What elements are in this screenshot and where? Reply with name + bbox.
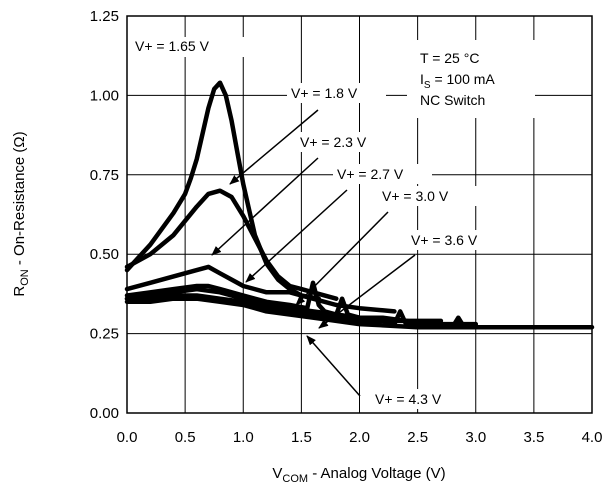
x-tick-label: 0.5	[175, 429, 196, 446]
annotation-bg	[407, 230, 506, 250]
conditions-temperature: T = 25 °C	[420, 50, 479, 66]
series-line-2	[124, 188, 339, 301]
y-tick-label: 0.25	[90, 326, 119, 343]
annotation-label: V+ = 1.65 V	[135, 38, 210, 54]
annotation-arrow	[245, 189, 348, 283]
conditions-box	[407, 40, 535, 118]
x-axis-label: VCOM - Analog Voltage (V)	[272, 465, 445, 485]
series-line-3	[124, 264, 397, 314]
annotation-label: V+ = 4.3 V	[375, 391, 442, 407]
x-tick-label: 3.5	[523, 429, 544, 446]
annotation-label: V+ = 2.3 V	[300, 134, 367, 150]
plot-frame	[126, 15, 593, 414]
annotation-label: V+ = 3.6 V	[411, 232, 478, 248]
conditions-switch: NC Switch	[420, 92, 485, 108]
y-axis-label: RON - On-Resistance (Ω)	[11, 131, 31, 296]
y-tick-label: 0.75	[90, 167, 119, 184]
x-tick-label: 0.0	[117, 429, 138, 446]
annotation-label: V+ = 3.0 V	[382, 188, 449, 204]
series-line-7	[124, 296, 595, 330]
annotation-arrow	[229, 109, 319, 185]
annotation-bg	[371, 389, 470, 409]
x-tick-label: 3.0	[465, 429, 486, 446]
annotation-arrow	[295, 211, 389, 306]
y-tick-label: 0.50	[90, 246, 119, 263]
annotation-label: V+ = 2.7 V	[337, 166, 404, 182]
annotations: V+ = 1.65 V V+ = 1.8 V V+ = 2.3 V V+ = 2.7 …	[133, 37, 506, 409]
tick-labels: 0.0 0.5 1.0 1.5 2.0 2.5 3.0 3.5 4.0 0.00 0.25 0.50 0…	[90, 8, 603, 446]
y-tick-label: 0.00	[90, 405, 119, 422]
annotation-bg	[333, 164, 432, 184]
series-line-5	[124, 286, 479, 327]
annotation-arrow	[306, 335, 361, 397]
conditions-current: IS = 100 mA	[420, 71, 495, 91]
annotation-label: V+ = 1.8 V	[291, 85, 358, 101]
series-lines	[124, 80, 595, 330]
x-tick-label: 2.5	[407, 429, 428, 446]
annotation-bg	[133, 37, 251, 57]
annotation-bg	[378, 186, 477, 206]
annotation-arrow	[318, 254, 416, 329]
y-tick-label: 1.00	[90, 87, 119, 104]
x-tick-label: 4.0	[582, 429, 603, 446]
annotation-bg	[296, 132, 395, 152]
annotation-arrow	[211, 157, 319, 256]
annotation-bg	[287, 83, 386, 103]
y-tick-label: 1.25	[90, 8, 119, 25]
x-tick-label: 1.0	[233, 429, 254, 446]
x-tick-label: 2.0	[349, 429, 370, 446]
x-tick-label: 1.5	[291, 429, 312, 446]
